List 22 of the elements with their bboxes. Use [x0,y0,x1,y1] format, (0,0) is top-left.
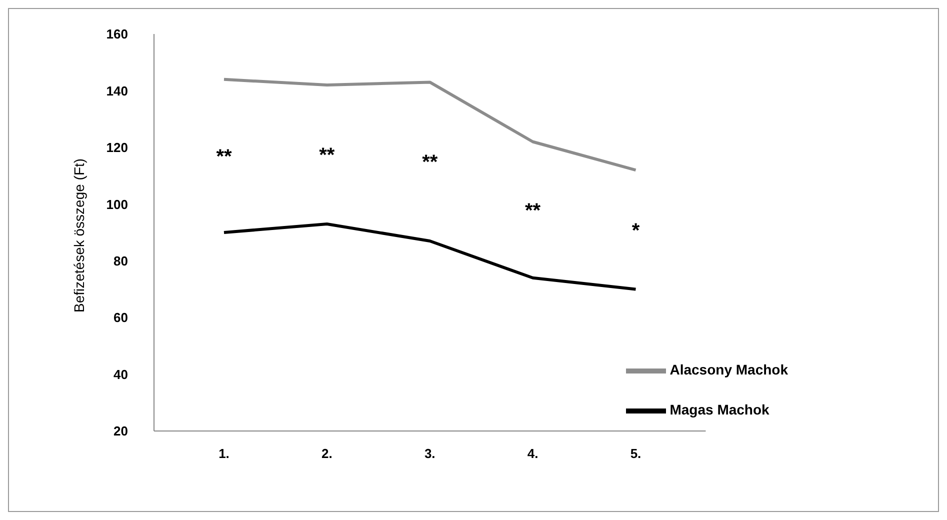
annotation: ** [422,152,438,174]
x-tick-label: 5. [630,446,642,462]
annotation: ** [216,146,232,168]
y-tick-label: 120 [106,140,128,156]
y-tick-label: 80 [114,253,128,268]
x-tick-label: 4. [527,446,538,462]
annotation: * [632,220,640,242]
y-tick-label: 160 [106,26,128,42]
annotation: ** [525,200,541,222]
annotation: ** [319,144,335,167]
y-tick-label: 60 [114,310,128,326]
x-tick-label: 1. [218,446,230,462]
legend-label: Alacsony Machok [670,362,788,378]
y-tick-label: 100 [106,196,128,212]
line-series [222,222,638,291]
legend-label: Magas Machok [670,402,770,418]
y-tick-label: 20 [114,424,128,439]
y-tick-label: 40 [114,366,128,382]
x-tick-label: 2. [322,446,332,462]
y-tick-label: 140 [106,83,128,98]
x-tick-label: 3. [424,446,436,462]
y-axis-title: Befizetések összege (Ft) [70,158,87,312]
